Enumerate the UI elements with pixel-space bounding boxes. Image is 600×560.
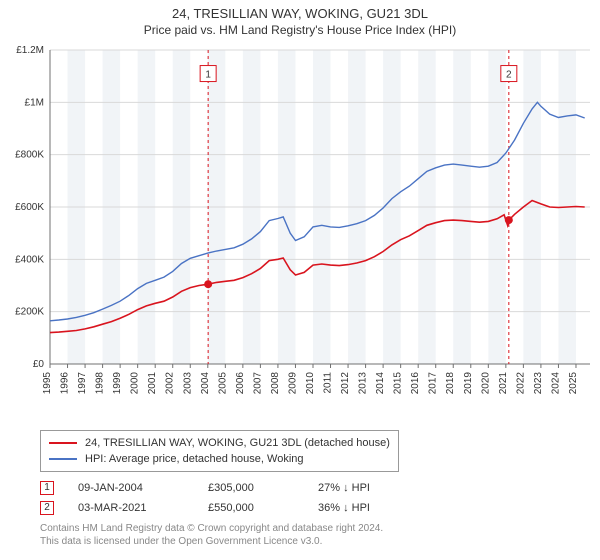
chart-container: 24, TRESILLIAN WAY, WOKING, GU21 3DL Pri… — [0, 0, 600, 560]
svg-text:2: 2 — [506, 70, 512, 81]
svg-text:2021: 2021 — [498, 372, 509, 395]
legend-label: HPI: Average price, detached house, Woki… — [85, 451, 304, 467]
svg-text:1998: 1998 — [95, 372, 106, 395]
svg-text:2015: 2015 — [393, 372, 404, 395]
svg-text:2018: 2018 — [445, 372, 456, 395]
svg-text:2005: 2005 — [217, 372, 228, 395]
svg-text:2008: 2008 — [270, 372, 281, 395]
transaction-price: £550,000 — [208, 498, 318, 518]
svg-text:1: 1 — [205, 70, 211, 81]
svg-text:2022: 2022 — [515, 372, 526, 395]
svg-text:£200K: £200K — [15, 307, 44, 318]
legend-item: 24, TRESILLIAN WAY, WOKING, GU21 3DL (de… — [49, 435, 390, 451]
legend: 24, TRESILLIAN WAY, WOKING, GU21 3DL (de… — [40, 430, 399, 472]
svg-text:1995: 1995 — [42, 372, 53, 395]
transaction-row: 1 09-JAN-2004£305,00027% ↓ HPI — [40, 478, 428, 498]
svg-text:1997: 1997 — [77, 372, 88, 395]
svg-text:2017: 2017 — [428, 372, 439, 395]
svg-text:£0: £0 — [33, 359, 45, 370]
svg-text:2004: 2004 — [200, 372, 211, 395]
svg-text:2010: 2010 — [305, 372, 316, 395]
footer-licence: Contains HM Land Registry data © Crown c… — [40, 522, 383, 548]
svg-text:2020: 2020 — [480, 372, 491, 395]
svg-text:2011: 2011 — [323, 372, 334, 394]
svg-text:£800K: £800K — [15, 150, 44, 161]
svg-text:2019: 2019 — [463, 372, 474, 395]
svg-text:£1M: £1M — [25, 97, 44, 108]
svg-text:£600K: £600K — [15, 202, 44, 213]
chart-title: 24, TRESILLIAN WAY, WOKING, GU21 3DL — [0, 0, 600, 21]
svg-text:2014: 2014 — [375, 372, 386, 395]
svg-text:2023: 2023 — [533, 372, 544, 395]
svg-text:2001: 2001 — [147, 372, 158, 395]
footer-line2: This data is licensed under the Open Gov… — [40, 535, 383, 548]
chart-subtitle: Price paid vs. HM Land Registry's House … — [0, 21, 600, 41]
transactions-table: 1 09-JAN-2004£305,00027% ↓ HPI 2 03-MAR-202… — [40, 478, 428, 518]
transaction-price: £305,000 — [208, 478, 318, 498]
footer-line1: Contains HM Land Registry data © Crown c… — [40, 522, 383, 535]
svg-text:£1.2M: £1.2M — [16, 45, 44, 56]
transaction-date: 03-MAR-2021 — [78, 498, 208, 518]
svg-text:2009: 2009 — [287, 372, 298, 395]
svg-text:2013: 2013 — [358, 372, 369, 395]
svg-text:2003: 2003 — [182, 372, 193, 395]
transaction-row: 2 03-MAR-2021£550,00036% ↓ HPI — [40, 498, 428, 518]
svg-text:1996: 1996 — [60, 372, 71, 395]
transaction-marker: 2 — [40, 501, 54, 515]
legend-label: 24, TRESILLIAN WAY, WOKING, GU21 3DL (de… — [85, 435, 390, 451]
transaction-marker: 1 — [40, 481, 54, 495]
chart-plot: £0 £200K £400K £600K £800K £1M £1.2M 1995 1996 19… — [0, 44, 600, 424]
svg-text:1999: 1999 — [112, 372, 123, 395]
svg-text:2006: 2006 — [235, 372, 246, 395]
svg-text:2016: 2016 — [410, 372, 421, 395]
svg-text:2025: 2025 — [568, 372, 579, 395]
svg-text:2000: 2000 — [130, 372, 141, 395]
svg-text:2007: 2007 — [252, 372, 263, 395]
legend-swatch — [49, 458, 77, 460]
legend-swatch — [49, 442, 77, 444]
svg-text:£400K: £400K — [15, 254, 44, 265]
legend-item: HPI: Average price, detached house, Woki… — [49, 451, 390, 467]
transaction-pct: 36% ↓ HPI — [318, 498, 428, 518]
svg-text:2024: 2024 — [550, 372, 561, 395]
svg-text:2012: 2012 — [340, 372, 351, 395]
svg-text:2002: 2002 — [165, 372, 176, 395]
transaction-pct: 27% ↓ HPI — [318, 478, 428, 498]
transaction-date: 09-JAN-2004 — [78, 478, 208, 498]
